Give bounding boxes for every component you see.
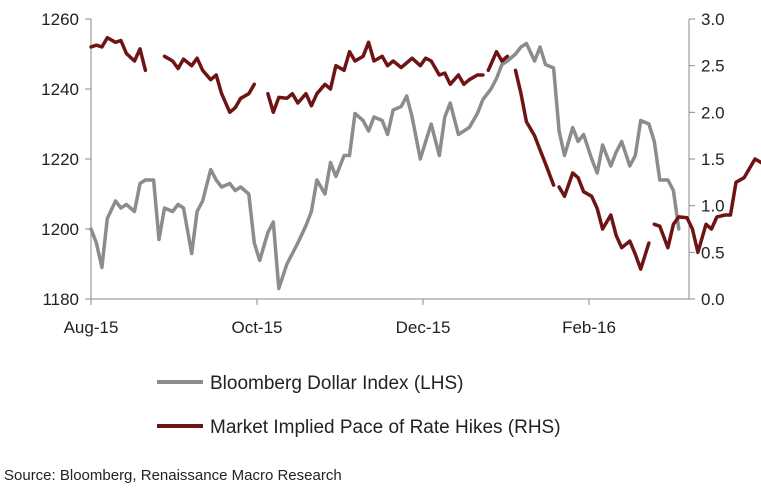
right-tick-label: 2.5 <box>701 57 725 76</box>
series-line-1-segment-5 <box>557 171 651 271</box>
series-line-1-segment-0 <box>89 35 148 73</box>
right-tick-label: 1.0 <box>701 197 725 216</box>
left-tick-label: 1200 <box>41 220 79 239</box>
left-tick-label: 1180 <box>42 290 79 309</box>
right-tick-label: 0.0 <box>701 290 725 309</box>
x-tick-label: Oct-15 <box>231 318 282 337</box>
series-line-1-segment-3 <box>486 49 510 73</box>
right-tick-label: 0.5 <box>701 243 725 262</box>
legend-label: Bloomberg Dollar Index (LHS) <box>210 373 463 394</box>
source-note: Source: Bloomberg, Renaissance Macro Res… <box>4 467 342 484</box>
right-tick-label: 2.0 <box>701 103 725 122</box>
left-tick-label: 1260 <box>41 10 79 29</box>
right-tick-label: 1.5 <box>701 150 725 169</box>
x-tick-label: Feb-16 <box>562 318 616 337</box>
axes: 1180 1200 1220 1240 1260 0.0 0.5 1.0 1.5 2.0 2.5 3.… <box>41 10 724 337</box>
x-tick-label: Dec-15 <box>396 318 451 337</box>
legend: Bloomberg Dollar Index (LHS) Market Impli… <box>157 373 561 438</box>
series-line-1-segment-1 <box>162 54 257 115</box>
series-line-2-segment-0 <box>652 157 761 255</box>
series-line-1-segment-4 <box>513 68 556 187</box>
left-tick-label: 1240 <box>41 80 79 99</box>
series-line-1-segment-2 <box>266 40 485 115</box>
left-tick-label: 1220 <box>41 150 79 169</box>
right-tick-label: 3.0 <box>701 10 725 29</box>
x-tick-label: Aug-15 <box>64 318 119 337</box>
series-lines <box>89 35 761 291</box>
legend-label: Market Implied Pace of Rate Hikes (RHS) <box>210 417 561 438</box>
series-line-0-segment-0 <box>89 41 681 291</box>
